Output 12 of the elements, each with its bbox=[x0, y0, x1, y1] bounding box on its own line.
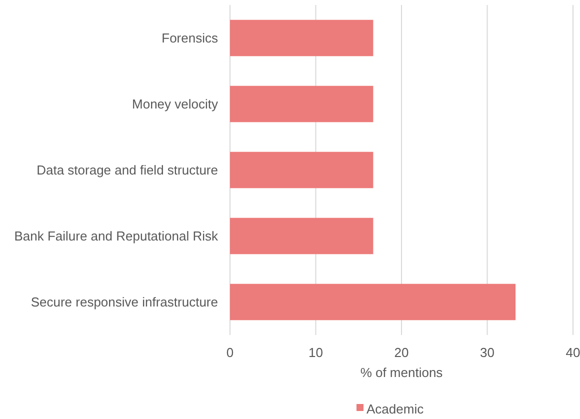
x-tick-label: 20 bbox=[394, 345, 409, 360]
x-tick-label: 10 bbox=[308, 345, 323, 360]
x-tick-label: 30 bbox=[480, 345, 494, 360]
x-axis-title: % of mentions bbox=[360, 365, 444, 380]
y-tick-label: Forensics bbox=[162, 30, 218, 46]
x-tick-label: 40 bbox=[566, 345, 580, 360]
legend-label: Academic bbox=[366, 402, 424, 417]
y-tick-label: Data storage and field structure bbox=[36, 162, 218, 178]
y-tick-label: Secure responsive infrastructure bbox=[30, 294, 218, 310]
y-tick-label: Bank Failure and Reputational Risk bbox=[14, 228, 218, 244]
x-tick-label: 0 bbox=[226, 345, 234, 360]
y-tick-label: Money velocity bbox=[132, 96, 218, 112]
